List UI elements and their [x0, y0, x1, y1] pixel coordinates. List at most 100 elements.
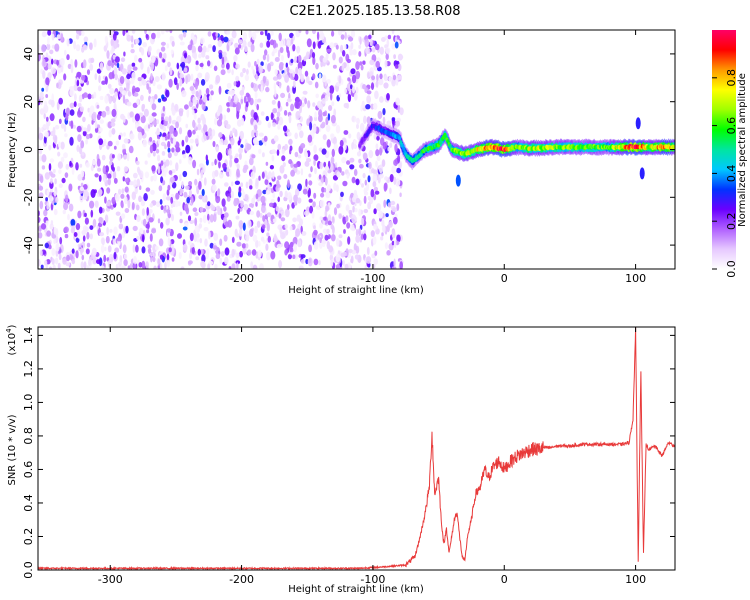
noise-cell	[121, 232, 125, 239]
noise-cell	[47, 63, 52, 70]
noise-cell	[338, 56, 343, 64]
noise-cell	[149, 136, 153, 142]
colorbar: 0.0 0.2 0.4 0.6 0.8 Normalized spectral ampl…	[712, 30, 748, 278]
noise-cell	[260, 61, 264, 66]
noise-cell	[318, 73, 322, 79]
noise-cell	[118, 223, 124, 230]
noise-cell	[353, 168, 358, 177]
noise-cell	[312, 73, 316, 80]
noise-cell	[369, 38, 373, 47]
noise-cell	[355, 178, 360, 186]
noise-cell	[46, 202, 50, 210]
noise-cell	[270, 30, 274, 36]
noise-cell	[271, 171, 275, 180]
noise-cell	[251, 31, 257, 41]
noise-cell	[83, 127, 87, 132]
noise-cell	[137, 131, 143, 141]
noise-cell	[198, 98, 203, 105]
noise-cell	[260, 84, 263, 93]
noise-cell	[147, 244, 152, 249]
noise-cell	[231, 181, 234, 187]
noise-cell	[373, 208, 377, 215]
noise-cell	[80, 261, 84, 269]
noise-cell	[297, 61, 303, 71]
noise-cell	[284, 249, 288, 256]
noise-cell	[195, 256, 200, 261]
noise-cell	[310, 166, 313, 173]
noise-cell	[379, 73, 383, 80]
noise-cell	[121, 68, 127, 75]
noise-cell	[46, 124, 49, 131]
noise-cell	[112, 166, 115, 172]
noise-cell	[277, 175, 282, 181]
noise-cell	[137, 77, 142, 82]
noise-cell	[319, 162, 324, 170]
noise-cell	[292, 236, 298, 246]
noise-cell	[393, 239, 397, 249]
snr-y-scale-exponent: 4	[5, 328, 13, 333]
noise-cell	[219, 238, 223, 246]
noise-cell	[199, 238, 203, 244]
noise-cell	[77, 86, 82, 92]
noise-cell	[75, 44, 81, 52]
noise-cell	[100, 244, 105, 253]
noise-cell	[319, 103, 324, 111]
noise-cell	[74, 59, 78, 68]
noise-cell	[218, 52, 223, 60]
noise-cell	[46, 116, 49, 122]
noise-cell	[166, 43, 170, 49]
noise-cell	[384, 176, 389, 181]
noise-cell	[395, 178, 401, 187]
noise-cell	[288, 114, 292, 124]
noise-cell	[327, 220, 332, 226]
noise-cell	[383, 182, 387, 192]
noise-cell	[169, 125, 175, 134]
noise-cell	[245, 92, 250, 98]
noise-cell	[92, 111, 97, 120]
noise-cell	[266, 251, 271, 261]
noise-cell	[217, 152, 223, 161]
noise-cell	[97, 167, 102, 172]
noise-cell	[391, 117, 396, 122]
noise-cell	[257, 98, 262, 103]
noise-cell	[304, 160, 310, 167]
noise-cell	[271, 99, 276, 105]
noise-cell	[219, 138, 224, 145]
noise-cell	[125, 225, 129, 234]
noise-cell	[113, 61, 117, 66]
noise-cell	[74, 93, 77, 101]
noise-cell	[50, 99, 55, 108]
noise-cell	[299, 130, 304, 139]
noise-cell	[311, 52, 316, 59]
noise-cell	[274, 57, 280, 62]
noise-cell	[284, 67, 288, 74]
noise-cell	[104, 246, 107, 252]
noise-cell	[66, 254, 70, 262]
noise-cell	[142, 234, 145, 243]
noise-cell	[292, 254, 296, 260]
noise-cell	[258, 240, 261, 247]
noise-cell	[175, 162, 179, 172]
noise-cell	[362, 60, 366, 65]
noise-cell	[49, 158, 55, 163]
noise-cell	[294, 151, 299, 158]
noise-cell	[167, 133, 170, 140]
noise-cell	[287, 179, 290, 189]
noise-cell	[385, 213, 389, 218]
noise-cell	[353, 92, 358, 101]
noise-cell	[80, 170, 85, 178]
noise-cell	[321, 148, 327, 155]
noise-cell	[359, 163, 364, 169]
noise-cell	[386, 250, 391, 256]
noise-cell	[284, 241, 290, 249]
noise-cell	[160, 222, 164, 229]
noise-cell	[323, 216, 327, 221]
noise-cell	[228, 148, 232, 157]
noise-cell	[368, 161, 372, 169]
noise-cell	[99, 232, 105, 237]
noise-cell	[235, 75, 240, 82]
noise-cell	[333, 136, 337, 146]
noise-cell	[172, 137, 177, 146]
noise-cell	[152, 256, 156, 262]
noise-cell	[149, 144, 154, 154]
